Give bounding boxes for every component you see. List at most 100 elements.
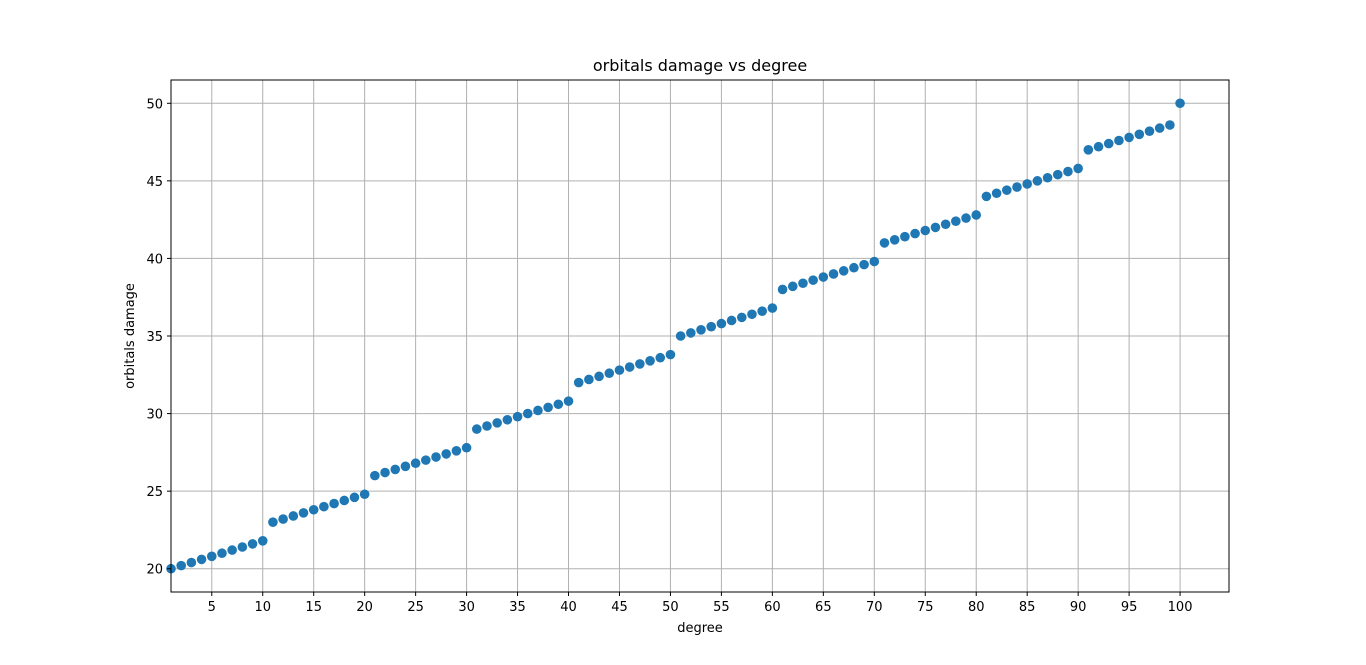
data-point bbox=[492, 418, 502, 428]
data-point bbox=[787, 281, 798, 292]
data-point bbox=[1124, 132, 1134, 143]
data-point bbox=[920, 225, 931, 236]
data-point bbox=[563, 396, 574, 406]
data-point bbox=[879, 238, 890, 248]
x-axis-label: degree bbox=[677, 621, 723, 636]
y-tick-label: 40 bbox=[146, 252, 163, 267]
x-tick-label: 75 bbox=[917, 600, 934, 615]
data-point bbox=[828, 269, 839, 279]
data-point bbox=[747, 309, 757, 320]
x-tick-label: 90 bbox=[1070, 600, 1087, 615]
y-tick-label: 30 bbox=[146, 408, 163, 423]
data-point bbox=[1083, 145, 1094, 155]
data-point bbox=[206, 551, 217, 562]
x-tick-label: 25 bbox=[407, 600, 424, 615]
data-point bbox=[522, 408, 533, 419]
data-point bbox=[339, 495, 350, 506]
x-tick-label: 85 bbox=[1019, 600, 1036, 615]
data-point bbox=[1165, 120, 1175, 130]
data-point bbox=[196, 554, 207, 565]
x-tick-label: 35 bbox=[509, 600, 526, 615]
data-point bbox=[441, 449, 452, 459]
data-point bbox=[655, 352, 666, 363]
data-point bbox=[624, 362, 635, 372]
data-point bbox=[706, 321, 717, 332]
grid bbox=[171, 80, 1229, 592]
data-point bbox=[1144, 126, 1155, 136]
data-point bbox=[645, 356, 655, 366]
x-tick-label: 10 bbox=[254, 600, 271, 615]
data-point bbox=[869, 256, 880, 267]
data-point bbox=[1134, 129, 1145, 140]
x-tick-label: 15 bbox=[305, 600, 322, 615]
data-point bbox=[237, 542, 248, 552]
data-point bbox=[584, 374, 594, 385]
data-point bbox=[319, 501, 329, 512]
data-point bbox=[573, 377, 584, 388]
y-axis-ticks: 20 25 30 35 40 45 50 bbox=[146, 97, 171, 578]
x-tick-label: 40 bbox=[560, 600, 577, 615]
data-point bbox=[1042, 172, 1053, 183]
x-tick-label: 100 bbox=[1168, 600, 1193, 615]
data-point bbox=[421, 455, 431, 465]
data-point bbox=[176, 560, 186, 571]
data-point bbox=[370, 470, 380, 481]
x-tick-label: 60 bbox=[764, 600, 781, 615]
data-point bbox=[553, 399, 564, 410]
data-point bbox=[288, 511, 299, 521]
data-point bbox=[1001, 185, 1012, 195]
data-point bbox=[736, 312, 747, 323]
x-tick-label: 50 bbox=[662, 600, 679, 615]
data-point bbox=[1175, 98, 1185, 109]
data-point bbox=[900, 231, 910, 242]
data-point bbox=[635, 359, 645, 369]
y-tick-label: 35 bbox=[146, 330, 163, 345]
x-tick-label: 30 bbox=[458, 600, 475, 615]
data-point bbox=[991, 188, 1002, 199]
data-point bbox=[502, 414, 513, 425]
data-point bbox=[675, 331, 686, 341]
data-point bbox=[349, 492, 360, 503]
data-point bbox=[818, 272, 829, 282]
data-point bbox=[329, 498, 339, 509]
data-point bbox=[614, 365, 625, 375]
data-point bbox=[1052, 169, 1063, 180]
data-point bbox=[268, 517, 278, 527]
data-point bbox=[257, 536, 268, 546]
data-point bbox=[1022, 179, 1032, 189]
y-tick-label: 45 bbox=[146, 175, 163, 190]
data-point bbox=[186, 557, 197, 568]
data-point bbox=[471, 424, 482, 434]
data-point bbox=[777, 284, 788, 295]
data-point bbox=[940, 219, 951, 230]
x-tick-label: 5 bbox=[208, 600, 216, 615]
data-point bbox=[686, 328, 696, 338]
x-tick-label: 70 bbox=[866, 600, 883, 615]
data-point bbox=[726, 315, 737, 326]
y-tick-label: 50 bbox=[146, 97, 163, 112]
data-point bbox=[482, 421, 492, 431]
data-point bbox=[461, 442, 472, 453]
data-point bbox=[359, 489, 370, 500]
data-point bbox=[961, 213, 971, 223]
y-tick-label: 20 bbox=[146, 563, 163, 578]
data-point bbox=[594, 371, 604, 382]
data-point bbox=[1012, 182, 1022, 192]
x-tick-label: 20 bbox=[356, 600, 373, 615]
x-tick-label: 45 bbox=[611, 600, 628, 615]
data-point bbox=[716, 318, 727, 329]
data-point bbox=[380, 467, 390, 478]
y-tick-label: 25 bbox=[146, 485, 163, 500]
data-point bbox=[838, 266, 849, 276]
data-point bbox=[665, 349, 676, 360]
data-point bbox=[247, 539, 258, 549]
data-point bbox=[604, 368, 615, 379]
data-point bbox=[849, 262, 859, 273]
data-point bbox=[971, 210, 982, 220]
data-point bbox=[278, 514, 288, 524]
data-point bbox=[1103, 138, 1114, 149]
data-point bbox=[1093, 141, 1104, 152]
data-point bbox=[1063, 166, 1073, 177]
data-point bbox=[757, 306, 767, 316]
data-point bbox=[543, 402, 553, 413]
